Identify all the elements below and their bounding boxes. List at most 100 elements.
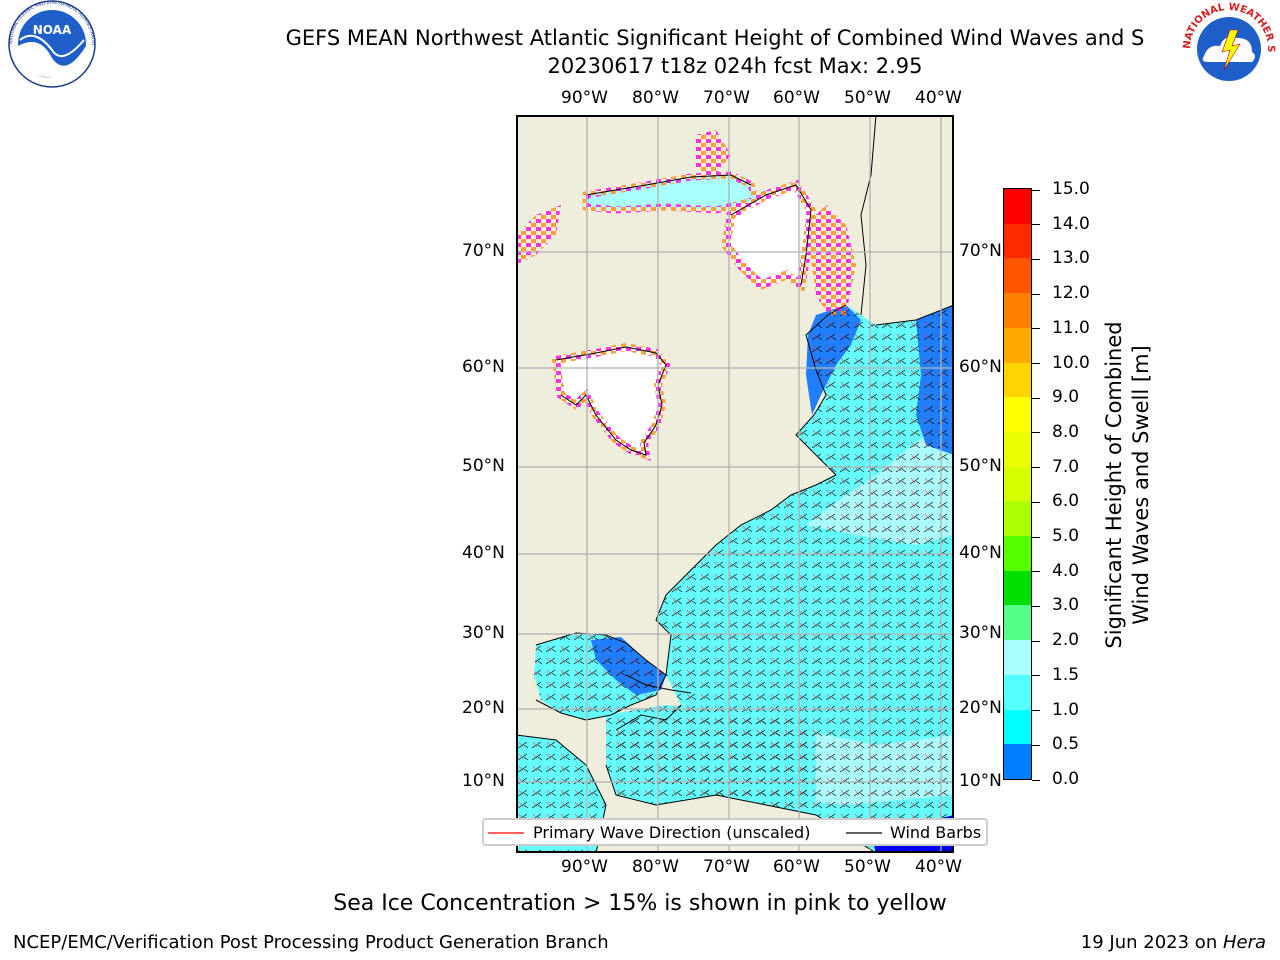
colorbar-tick-label: 8.0	[1052, 421, 1080, 442]
hudson-bay	[556, 347, 666, 455]
colorbar-bin	[1004, 536, 1031, 571]
lon-label-bottom-90w: 90°W	[561, 857, 608, 877]
colorbar-tick-mark	[1032, 363, 1040, 365]
wave-direction-legend-label: Primary Wave Direction (unscaled)	[533, 823, 811, 842]
colorbar-bin	[1004, 501, 1031, 537]
colorbar-tick-label: 0.5	[1052, 734, 1080, 755]
wave-direction-legend-line	[488, 832, 524, 834]
colorbar-tick-mark	[1032, 640, 1040, 642]
lon-label-bottom-80w: 80°W	[632, 857, 679, 877]
colorbar-bin	[1004, 570, 1031, 606]
colorbar-bin	[1004, 362, 1031, 398]
chart-subtitle: 20230617 t18z 024h fcst Max: 2.95	[547, 54, 923, 78]
colorbar-tick-label: 2.0	[1052, 630, 1080, 651]
colorbar-bin	[1004, 223, 1031, 259]
colorbar-tick-label: 7.0	[1052, 456, 1080, 477]
map-panel	[516, 115, 954, 853]
lat-label-right-30n: 30°N	[959, 623, 1002, 643]
lat-label-left-10n: 10°N	[462, 771, 505, 791]
colorbar-bin	[1004, 466, 1031, 502]
colorbar-tick-label: 0.0	[1052, 769, 1080, 789]
lon-label-top-80w: 80°W	[632, 88, 679, 108]
colorbar-tick-mark	[1032, 744, 1040, 746]
colorbar-bin	[1004, 327, 1031, 363]
colorbar-tick-label: 5.0	[1052, 526, 1080, 547]
nws-logo: NATIONAL WEATHER SERVICE	[1174, 0, 1280, 98]
colorbar-tick-mark	[1032, 779, 1040, 781]
lat-label-right-50n: 50°N	[959, 456, 1002, 476]
colorbar-bin	[1004, 744, 1031, 779]
colorbar-tick-mark	[1032, 675, 1040, 677]
colorbar-bin	[1004, 258, 1031, 294]
colorbar-tick-mark	[1032, 467, 1040, 469]
nws-logo-graphic: NATIONAL WEATHER SERVICE	[1174, 0, 1276, 95]
lat-label-left-40n: 40°N	[462, 543, 505, 563]
wind-barbs-legend-line	[846, 832, 882, 834]
colorbar-tick-label: 12.0	[1052, 283, 1090, 304]
colorbar-tick-label: 4.0	[1052, 560, 1080, 581]
lon-label-bottom-50w: 50°W	[844, 857, 891, 877]
greenland-ice	[861, 115, 954, 325]
colorbar-tick-mark	[1032, 501, 1040, 503]
lon-label-top-90w: 90°W	[561, 88, 608, 108]
noaa-logo: NOAA NATIONAL OCEANIC AND ATMOSPHERIC AD…	[0, 0, 104, 88]
footer-timestamp: 19 Jun 2023 on Hera	[1081, 932, 1266, 953]
lat-label-right-40n: 40°N	[959, 543, 1002, 563]
vector-field-caribbean	[516, 705, 816, 853]
colorbar-tick-label: 1.5	[1052, 664, 1080, 685]
colorbar-tick-mark	[1032, 258, 1040, 260]
colorbar-tick-label: 6.0	[1052, 491, 1080, 512]
colorbar-bin	[1004, 189, 1031, 224]
arctic-ice-east	[806, 205, 856, 315]
colorbar-bin	[1004, 674, 1031, 710]
colorbar-tick-mark	[1032, 605, 1040, 607]
coastlines	[516, 115, 954, 853]
colorbar-bin	[1004, 709, 1031, 745]
map-frame	[516, 115, 954, 853]
colorbar-tick-mark	[1032, 710, 1040, 712]
map-svg	[516, 115, 954, 853]
colorbar-bin	[1004, 431, 1031, 467]
colorbar-title-line1: Significant Height of Combined	[1102, 321, 1126, 649]
colorbar-bins	[1004, 189, 1031, 779]
lat-label-left-30n: 30°N	[462, 623, 505, 643]
lat-label-left-20n: 20°N	[462, 698, 505, 718]
colorbar-bin	[1004, 397, 1031, 432]
lon-label-top-50w: 50°W	[844, 88, 891, 108]
lon-label-top-70w: 70°W	[703, 88, 750, 108]
lat-label-right-20n: 20°N	[959, 698, 1002, 718]
sea-ice-caption: Sea Ice Concentration > 15% is shown in …	[333, 891, 947, 916]
lat-label-right-70n: 70°N	[959, 241, 1002, 261]
lat-label-left-70n: 70°N	[462, 241, 505, 261]
arctic-ice-top	[696, 130, 731, 175]
colorbar-title-line2: Wind Waves and Swell [m]	[1129, 345, 1153, 625]
lon-label-bottom-70w: 70°W	[703, 857, 750, 877]
lat-label-right-10n: 10°N	[959, 771, 1002, 791]
map-legend: Primary Wave Direction (unscaled) Wind B…	[482, 818, 988, 846]
lat-label-right-60n: 60°N	[959, 357, 1002, 377]
vector-field-gulf	[534, 633, 666, 720]
lon-label-bottom-40w: 40°W	[915, 857, 962, 877]
colorbar-tick-label: 3.0	[1052, 595, 1080, 616]
wind-barbs-legend-label: Wind Barbs	[890, 823, 982, 842]
colorbar-tick-mark	[1032, 224, 1040, 226]
noaa-logo-graphic: NOAA NATIONAL OCEANIC AND ATMOSPHERIC AD…	[0, 0, 96, 88]
lon-label-top-60w: 60°W	[773, 88, 820, 108]
colorbar-tick-label: 1.0	[1052, 699, 1080, 720]
colorbar-tick-mark	[1032, 571, 1040, 573]
footer-date: 19 Jun 2023 on	[1080, 932, 1223, 953]
colorbar-tick-label: 11.0	[1052, 317, 1090, 338]
colorbar-tick-mark	[1032, 189, 1040, 191]
colorbar-tick-mark	[1032, 397, 1040, 399]
colorbar-tick-mark	[1032, 536, 1040, 538]
arctic-channel-north	[586, 175, 756, 210]
colorbar-tick-label: 15.0	[1052, 179, 1090, 199]
lon-label-bottom-60w: 60°W	[773, 857, 820, 877]
footer-credit: NCEP/EMC/Verification Post Processing Pr…	[13, 932, 609, 953]
lat-label-left-50n: 50°N	[462, 456, 505, 476]
svg-text:NOAA: NOAA	[33, 23, 72, 37]
colorbar-tick-label: 14.0	[1052, 213, 1090, 234]
colorbar-bin	[1004, 605, 1031, 641]
colorbar-tick-mark	[1032, 432, 1040, 434]
colorbar	[1003, 188, 1032, 780]
